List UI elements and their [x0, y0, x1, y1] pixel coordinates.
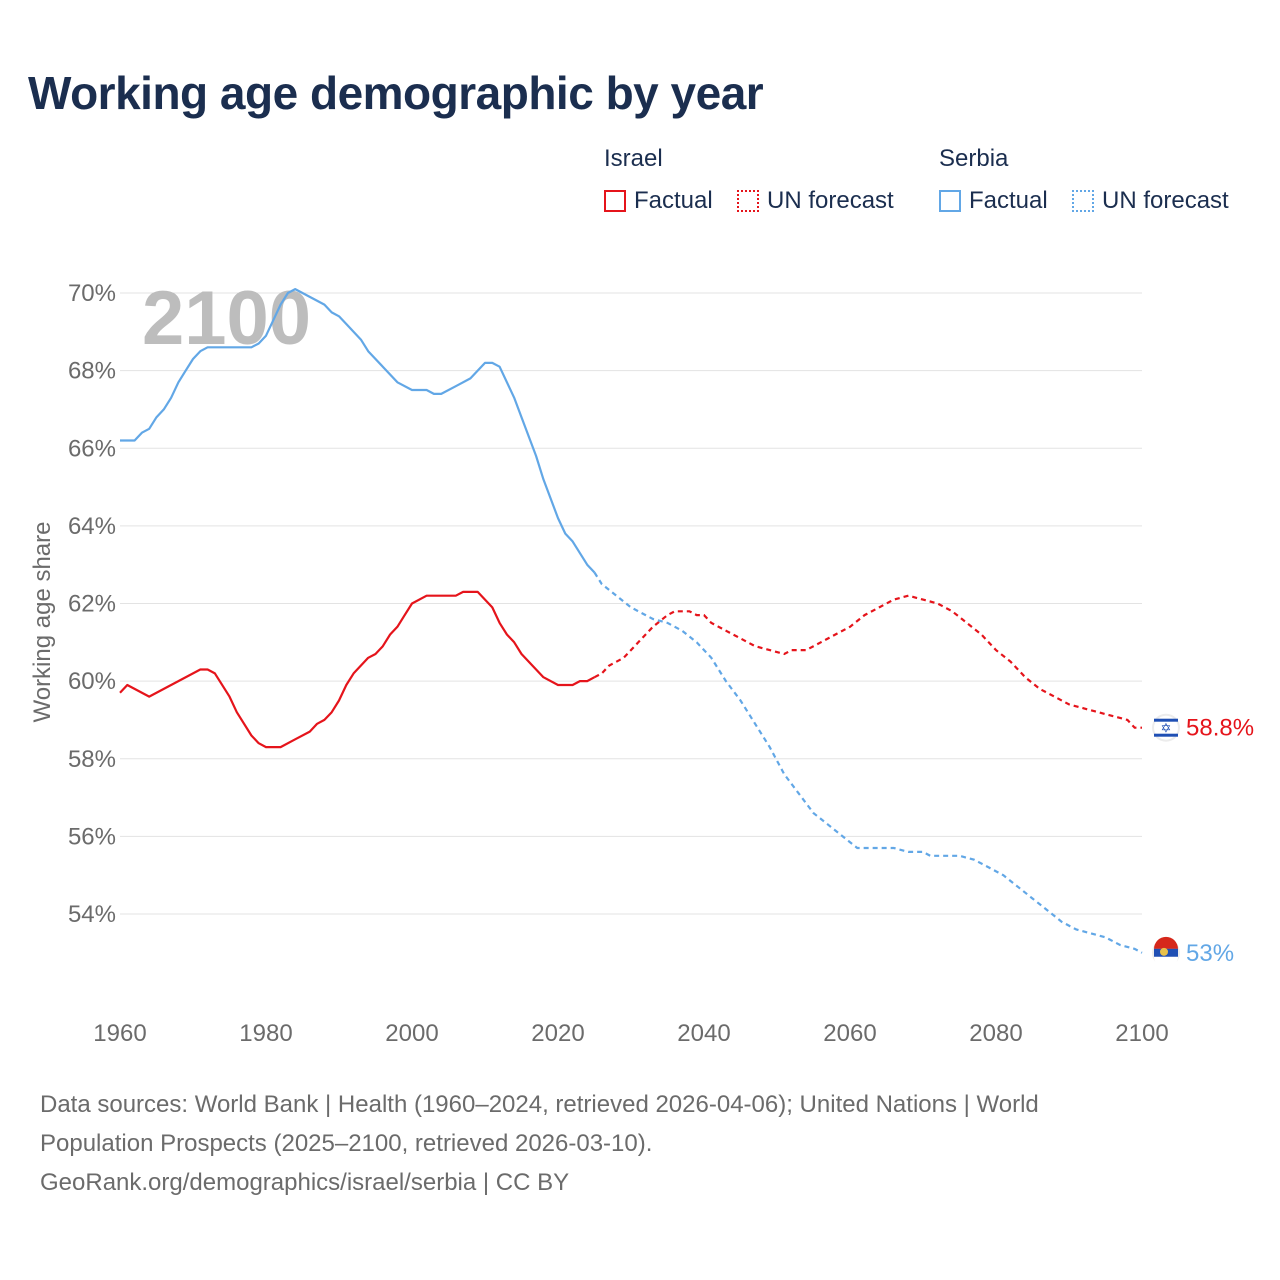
legend-country-israel: Israel — [604, 145, 663, 172]
x-tick-label: 2020 — [531, 1020, 584, 1047]
source-line-3[interactable]: GeoRank.org/demographics/israel/serbia |… — [40, 1169, 570, 1196]
legend-swatch-solid-icon — [939, 190, 961, 212]
legend-label: Factual — [969, 187, 1048, 214]
end-markers: ✡ 58.8% 53% — [1152, 713, 1254, 969]
legend-swatch-solid-icon — [604, 190, 626, 212]
legend-swatch-dotted-icon — [1072, 190, 1094, 212]
series-line-serbia-factual — [120, 288, 596, 574]
x-tick-label: 1960 — [93, 1020, 146, 1047]
y-tick-label: 62% — [68, 591, 116, 618]
line-chart: 2100 54% 56% 58% 60% 62% 64% 66% 68% 70% 1960 198… — [29, 276, 1254, 1047]
x-tick-label: 2000 — [385, 1020, 438, 1047]
end-value-label-serbia: 53% — [1186, 940, 1234, 967]
y-tick-label: 60% — [68, 668, 116, 695]
legend-group-serbia: Serbia Factual UN forecast — [939, 145, 1259, 225]
legend-item-serbia-forecast[interactable]: UN forecast — [1072, 187, 1229, 215]
chart-title: Working age demographic by year — [28, 67, 764, 119]
series-line-israel-factual — [119, 590, 596, 749]
y-tick-label: 70% — [68, 280, 116, 307]
legend-group-israel: Israel Factual UN forecast — [604, 145, 924, 225]
y-tick-label: 64% — [68, 513, 116, 540]
y-axis-label: Working age share — [29, 522, 56, 723]
y-tick-label: 68% — [68, 358, 116, 385]
legend-item-serbia-factual[interactable]: Factual — [939, 187, 1048, 215]
y-axis: 54% 56% 58% 60% 62% 64% 66% 68% 70% — [68, 280, 116, 928]
x-axis: 1960 1980 2000 2020 2040 2060 2080 2100 — [93, 1020, 1168, 1047]
serbia-flag-icon — [1152, 936, 1180, 969]
legend-country-serbia: Serbia — [939, 145, 1009, 172]
grid-lines — [120, 292, 1142, 915]
israel-flag-icon: ✡ — [1152, 713, 1180, 742]
x-tick-label: 2080 — [969, 1020, 1022, 1047]
x-tick-label: 2100 — [1115, 1020, 1168, 1047]
legend-label: UN forecast — [1102, 187, 1229, 214]
end-value-label-israel: 58.8% — [1186, 715, 1254, 742]
y-tick-label: 58% — [68, 746, 116, 773]
y-tick-label: 56% — [68, 823, 116, 850]
source-line-2: Population Prospects (2025–2100, retriev… — [40, 1130, 653, 1157]
legend-item-israel-forecast[interactable]: UN forecast — [737, 187, 894, 215]
series-lines — [119, 288, 1143, 954]
x-tick-label: 2060 — [823, 1020, 876, 1047]
legend-swatch-dotted-icon — [737, 190, 759, 212]
x-tick-label: 2040 — [677, 1020, 730, 1047]
x-tick-label: 1980 — [239, 1020, 292, 1047]
legend-label: Factual — [634, 187, 713, 214]
y-tick-label: 54% — [68, 901, 116, 928]
source-line-1: Data sources: World Bank | Health (1960–… — [40, 1091, 1039, 1118]
legend-label: UN forecast — [767, 187, 894, 214]
svg-text:✡: ✡ — [1161, 722, 1172, 737]
y-tick-label: 66% — [68, 435, 116, 462]
series-line-israel-forecast — [593, 594, 1142, 729]
legend-item-israel-factual[interactable]: Factual — [604, 187, 713, 215]
series-line-serbia-forecast — [593, 571, 1143, 954]
